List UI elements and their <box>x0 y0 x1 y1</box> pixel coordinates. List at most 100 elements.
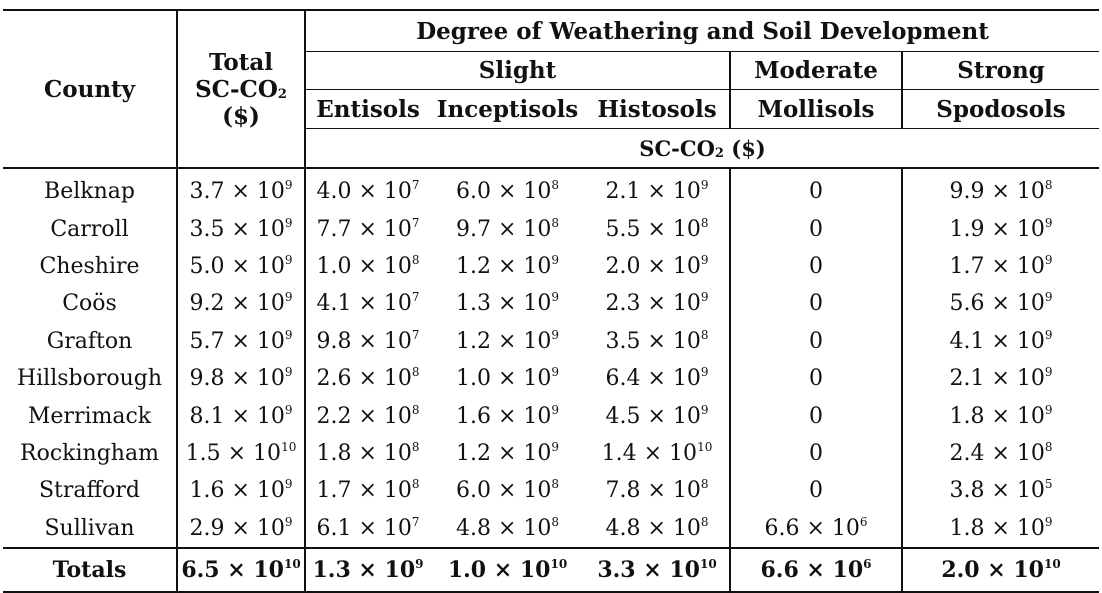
total-cell: 6.5 × 1010 <box>176 546 305 593</box>
value-exponent: 7 <box>411 215 420 230</box>
value-mantissa: 1.0 <box>447 556 487 583</box>
order-entisols-label: Entisols <box>316 95 420 123</box>
histosols-cell: 6.4 × 109 <box>585 360 730 397</box>
mollisols-cell: 0 <box>729 210 902 248</box>
times-ten: × 10 <box>640 291 701 317</box>
spodosols-cell: 1.9 × 109 <box>900 210 1100 248</box>
value-mantissa: 1.9 <box>949 216 985 242</box>
county-cell: Rockingham <box>20 440 159 466</box>
histosols-cell: 2.3 × 109 <box>585 285 730 322</box>
times-ten: × 10 <box>640 216 701 242</box>
times-ten: × 10 <box>220 440 282 466</box>
entisols-cell: 1.0 × 108 <box>304 247 430 286</box>
county-cell: Merrimack <box>27 403 152 429</box>
value-exponent: 9 <box>1044 365 1053 380</box>
value-exponent: 9 <box>551 327 560 342</box>
value-exponent: 8 <box>700 215 709 230</box>
table-row: Merrimack 8.1 × 109 2.2 × 108 1.6 × 109 4.5 … <box>3 397 1100 435</box>
value-exponent: 9 <box>1044 402 1053 417</box>
value-exponent: 9 <box>284 252 293 267</box>
times-ten: × 10 <box>351 328 412 354</box>
value-mantissa: 1.8 <box>316 440 352 466</box>
times-ten: × 10 <box>351 440 412 466</box>
value-mantissa: 0 <box>809 328 823 354</box>
value-exponent: 8 <box>1044 439 1053 454</box>
value-mantissa: 6.4 <box>605 366 641 392</box>
mollisols-cell: 0 <box>729 285 902 323</box>
table-header: County Total SC-CO2 ($) Degree of Weathe… <box>3 9 1100 169</box>
value-mantissa: 1.3 <box>455 291 491 317</box>
times-ten: × 10 <box>635 556 700 583</box>
group-moderate-header: Moderate <box>729 51 902 90</box>
inceptisols-cell: 1.2 × 109 <box>430 323 585 360</box>
order-inceptisols-label: Inceptisols <box>436 95 579 123</box>
value-mantissa: 2.1 <box>605 179 641 205</box>
order-spodosols-header: Spodosols <box>900 89 1100 129</box>
entisols-cell: 1.3 × 109 <box>304 546 430 593</box>
value-mantissa: 1.7 <box>316 478 352 504</box>
value-exponent: 6 <box>863 556 872 571</box>
times-ten: × 10 <box>984 216 1045 242</box>
value-mantissa: 2.6 <box>316 366 352 392</box>
county-header: County <box>3 9 177 169</box>
total-cell: 9.2 × 109 <box>176 285 305 323</box>
group-strong-label: Strong <box>957 57 1045 84</box>
table-row: Strafford 1.6 × 109 1.7 × 108 6.0 × 108 7.8 … <box>3 472 1100 510</box>
entisols-cell: 7.7 × 107 <box>304 210 430 248</box>
value-exponent: 9 <box>700 365 709 380</box>
times-ten: × 10 <box>224 403 285 429</box>
value-mantissa: 4.8 <box>455 515 491 541</box>
value-exponent: 10 <box>550 556 568 571</box>
total-header-line2: SC-CO2 <box>179 76 304 103</box>
times-ten: × 10 <box>224 253 285 279</box>
value-mantissa: 8.1 <box>189 403 225 429</box>
inceptisols-cell: 9.7 × 108 <box>430 210 585 247</box>
times-ten: × 10 <box>351 478 412 504</box>
county-cell: Sullivan <box>44 515 135 541</box>
sc-co2-table: County Total SC-CO2 ($) Degree of Weathe… <box>3 9 1100 593</box>
value-mantissa: 1.8 <box>949 403 985 429</box>
spodosols-cell: 9.9 × 108 <box>900 168 1100 211</box>
value-mantissa: 1.6 <box>189 478 225 504</box>
entisols-cell: 1.7 × 108 <box>304 472 430 510</box>
value-exponent: 9 <box>284 178 293 193</box>
spodosols-cell: 1.8 × 109 <box>900 509 1100 548</box>
value-exponent: 8 <box>551 178 560 193</box>
times-ten: × 10 <box>351 216 412 242</box>
mollisols-cell: 0 <box>729 472 902 510</box>
inceptisols-cell: 1.6 × 109 <box>430 397 585 434</box>
county-cell: Grafton <box>46 328 133 354</box>
value-exponent: 8 <box>411 365 420 380</box>
spodosols-cell: 2.4 × 108 <box>900 434 1100 473</box>
total-cell: 1.6 × 109 <box>176 472 305 510</box>
inceptisols-cell: 1.0 × 1010 <box>430 546 585 593</box>
times-ten: × 10 <box>640 179 701 205</box>
mollisols-cell: 6.6 × 106 <box>729 546 902 593</box>
order-entisols-header: Entisols <box>304 89 430 129</box>
table-body: Belknap 3.7 × 109 4.0 × 107 6.0 × 108 2.1 × … <box>3 168 1100 593</box>
value-exponent: 9 <box>284 215 293 230</box>
value-mantissa: 4.5 <box>605 403 641 429</box>
times-ten: × 10 <box>984 253 1045 279</box>
value-exponent: 9 <box>284 402 293 417</box>
value-mantissa: 6.1 <box>316 515 352 541</box>
unit-header-scco: SC-CO <box>639 135 715 161</box>
value-mantissa: 1.3 <box>312 556 351 583</box>
value-exponent: 9 <box>551 439 560 454</box>
value-exponent: 9 <box>700 290 709 305</box>
times-ten: × 10 <box>486 556 551 583</box>
value-mantissa: 0 <box>809 291 823 317</box>
value-exponent: 8 <box>551 477 560 492</box>
total-cell: 3.5 × 109 <box>176 210 305 248</box>
value-mantissa: 1.2 <box>455 253 491 279</box>
total-cell: 2.9 × 109 <box>176 509 305 548</box>
times-ten: × 10 <box>224 478 285 504</box>
entisols-cell: 4.1 × 107 <box>304 285 430 323</box>
value-exponent: 6 <box>859 514 868 529</box>
table-row: Cheshire 5.0 × 109 1.0 × 108 1.2 × 109 2.0 ×… <box>3 247 1100 286</box>
value-mantissa: 5.0 <box>189 253 225 279</box>
value-exponent: 5 <box>1044 477 1053 492</box>
value-mantissa: 6.5 <box>181 556 220 583</box>
times-ten: × 10 <box>351 291 412 317</box>
